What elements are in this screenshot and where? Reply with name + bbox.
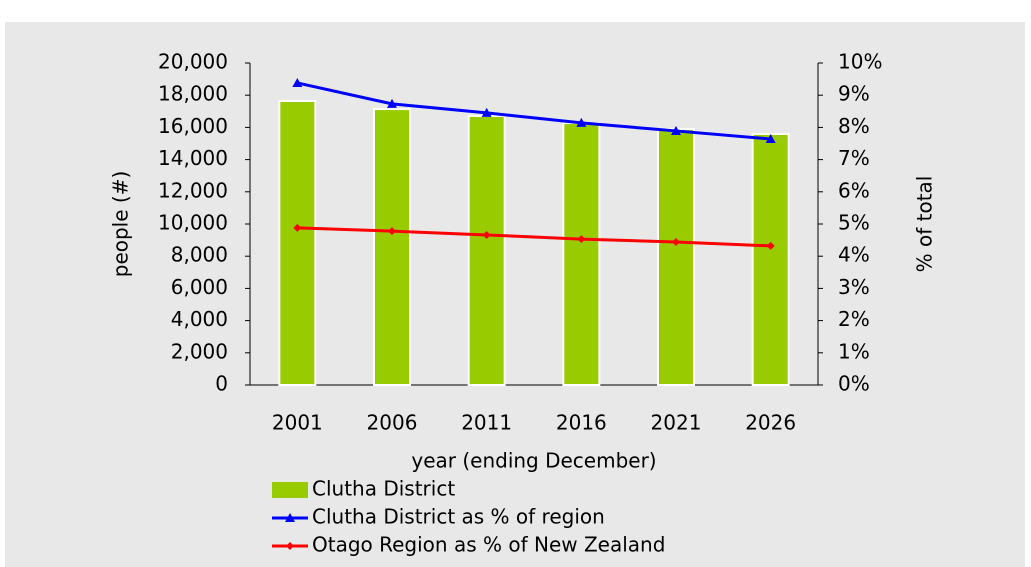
y2-tick-label: 4% (838, 243, 870, 267)
y-tick-label: 20,000 (158, 50, 228, 74)
line-marker (672, 238, 680, 247)
y-tick-label: 8,000 (171, 243, 228, 267)
x-tick-label: 2026 (745, 411, 796, 435)
line-marker (766, 241, 775, 250)
y2-tick-label: 1% (838, 339, 870, 363)
y-tick-label: 2,000 (171, 339, 228, 363)
bar (278, 99, 317, 386)
line-marker (765, 133, 776, 143)
line (297, 81, 771, 141)
legend-swatch (272, 482, 308, 498)
line-marker (576, 117, 587, 127)
x-tick-label: 2001 (272, 411, 323, 435)
y2-tick-label: 6% (838, 178, 870, 202)
line-marker (292, 77, 303, 87)
line-marker (293, 223, 302, 232)
bar (657, 128, 695, 386)
line-marker (577, 235, 586, 244)
y2-axis-label: % of total (913, 176, 937, 273)
bar (562, 122, 601, 386)
line-marker (671, 125, 681, 135)
x-axis-label: year (ending December) (411, 449, 656, 473)
y2-tick-label: 10% (838, 50, 882, 74)
y-tick-label: 6,000 (171, 275, 228, 299)
bar (751, 133, 790, 386)
line-marker (387, 98, 397, 108)
line (297, 226, 771, 248)
y2-tick-label: 3% (838, 275, 870, 299)
y-tick-label: 14,000 (158, 146, 228, 170)
x-tick-label: 2011 (461, 411, 512, 435)
y2-tick-label: 5% (838, 211, 870, 235)
y2-tick-label: 8% (838, 114, 870, 138)
y2-tick-label: 7% (838, 146, 870, 170)
y2-tick-label: 2% (838, 307, 870, 331)
bar (467, 114, 506, 387)
legend-label: Clutha District (312, 477, 455, 501)
y-axis-label: people (#) (109, 171, 133, 278)
bar (373, 108, 411, 387)
y-tick-label: 18,000 (158, 82, 228, 106)
y2-tick-label: 9% (838, 82, 870, 106)
line-marker (388, 227, 396, 236)
y-tick-label: 16,000 (158, 114, 228, 138)
legend-label: Otago Region as % of New Zealand (312, 533, 665, 557)
line-marker (481, 107, 492, 117)
x-tick-label: 2021 (651, 411, 702, 435)
x-tick-label: 2016 (556, 411, 607, 435)
y-tick-label: 0 (215, 372, 228, 396)
y2-tick-label: 0% (838, 372, 870, 396)
y-tick-label: 10,000 (158, 211, 228, 235)
line-marker (285, 513, 295, 522)
chart-background (5, 22, 1025, 567)
y-tick-label: 4,000 (171, 307, 228, 331)
header-strip (0, 0, 1031, 20)
y-tick-label: 12,000 (158, 178, 228, 202)
legend-label: Clutha District as % of region (312, 505, 605, 529)
line-marker (482, 230, 491, 239)
x-tick-label: 2006 (367, 411, 418, 435)
line-marker (286, 542, 294, 550)
